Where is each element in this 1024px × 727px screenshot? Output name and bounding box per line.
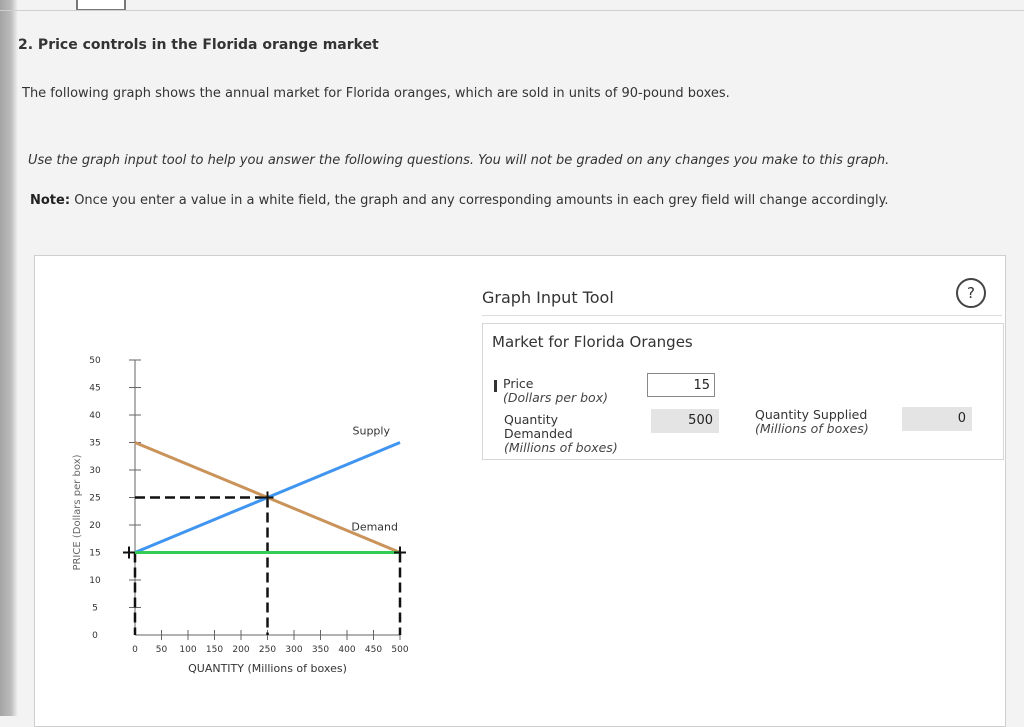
x-tick-label: 100 [179,645,196,655]
x-tick-label: 500 [391,645,408,655]
x-tick-label: 250 [259,645,276,655]
quantity-supplied-label: Quantity Supplied [755,407,868,422]
graph-input-tool-box [482,323,1004,460]
demand-curve-label: Demand [351,521,398,534]
x-tick-label: 150 [206,645,223,655]
price-input[interactable] [647,373,715,397]
y-tick-label: 5 [92,604,98,614]
y-tick-label: 10 [89,576,101,586]
x-tick-label: 0 [132,645,138,655]
y-tick-label: 20 [89,521,101,531]
price-label-group: Price (Dollars per box) [503,377,608,405]
quantity-demanded-label-1: Quantity [504,412,559,427]
y-tick-label: 45 [89,384,100,394]
x-tick-label: 200 [232,645,249,655]
x-tick-label: 450 [365,645,382,655]
y-tick-label: 0 [92,631,98,641]
y-tick-label: 50 [89,356,101,366]
x-tick-label: 350 [312,645,329,655]
graph-input-tool-title: Graph Input Tool [482,288,614,307]
quantity-supplied-label-group: Quantity Supplied (Millions of boxes) [755,408,869,436]
price-marker-icon [494,380,497,392]
question-intro: The following graph shows the annual mar… [22,86,730,101]
y-tick-label: 30 [89,466,101,476]
x-tick-label: 300 [285,645,302,655]
quantity-supplied-unit: (Millions of boxes) [755,421,869,436]
note-text: Once you enter a value in a white field,… [74,193,889,208]
y-tick-label: 40 [89,411,101,421]
y-axis-label: PRICE (Dollars per box) [72,454,83,570]
tool-divider [482,315,1002,316]
help-button[interactable]: ? [956,278,986,308]
y-tick-label: 15 [89,549,100,559]
question-instructions: Use the graph input tool to help you ans… [28,153,890,168]
quantity-demanded-label-group: Quantity Demanded (Millions of boxes) [504,413,618,455]
question-note: Note: Once you enter a value in a white … [30,193,889,208]
note-label: Note: [30,193,71,208]
price-label: Price [503,376,534,391]
y-tick-label: 35 [89,439,100,449]
quantity-supplied-field: 0 [902,407,972,431]
supply-curve-label: Supply [353,425,391,438]
x-tick-label: 400 [338,645,355,655]
x-axis-label: QUANTITY (Millions of boxes) [188,662,347,675]
top-divider [0,10,1024,11]
price-unit: (Dollars per box) [503,390,608,405]
x-tick-label: 50 [156,645,168,655]
quantity-demanded-field: 500 [651,409,719,433]
question-title: 2. Price controls in the Florida orange … [18,37,379,53]
quantity-demanded-unit: (Millions of boxes) [504,440,618,455]
y-tick-label: 25 [89,494,100,504]
window-edge-shadow [0,0,18,716]
market-title: Market for Florida Oranges [492,333,693,351]
quantity-demanded-label-2: Demanded [504,426,573,441]
